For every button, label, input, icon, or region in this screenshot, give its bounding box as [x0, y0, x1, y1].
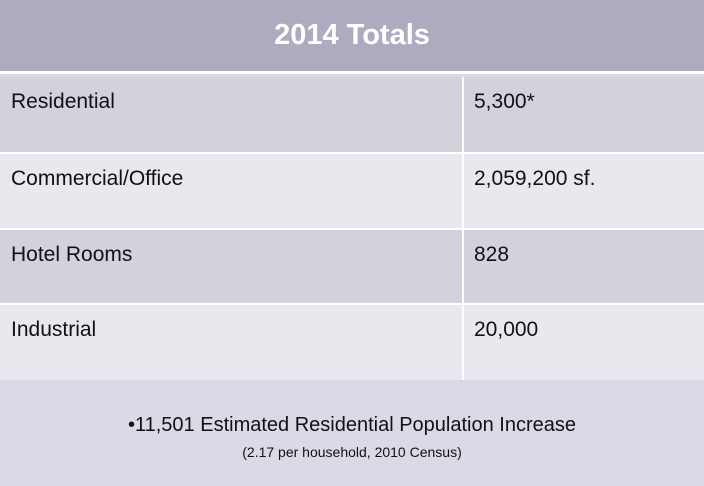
row-divider	[0, 152, 704, 154]
row-label-hotel-rooms: Hotel Rooms	[0, 230, 464, 305]
footnote: •11,501 Estimated Residential Population…	[0, 381, 704, 486]
row-value-residential: 5,300*	[474, 90, 535, 113]
row-divider	[0, 228, 704, 230]
row-label-industrial: Industrial	[0, 305, 464, 380]
row-value-hotel-rooms: 828	[474, 243, 510, 266]
footnote-main: •11,501 Estimated Residential Population…	[127, 414, 577, 436]
row-value-commercial-office: 2,059,200 sf.	[474, 167, 596, 190]
table-row: Commercial/Office 2,059,200 sf.	[0, 154, 704, 229]
row-value-industrial: 20,000	[474, 318, 539, 341]
row-divider	[0, 303, 704, 305]
footnote-sub: (2.17 per household, 2010 Census)	[242, 444, 462, 460]
table-row: Residential 5,300*	[0, 77, 704, 152]
row-label-commercial-office: Commercial/Office	[0, 154, 464, 229]
table-row: Hotel Rooms 828	[0, 230, 704, 305]
row-label-residential: Residential	[0, 77, 464, 152]
totals-table: 2014 Totals Residential 5,300* Commercia…	[0, 0, 704, 380]
table-row: Industrial 20,000	[0, 305, 704, 380]
table-title: 2014 Totals	[0, 0, 704, 74]
